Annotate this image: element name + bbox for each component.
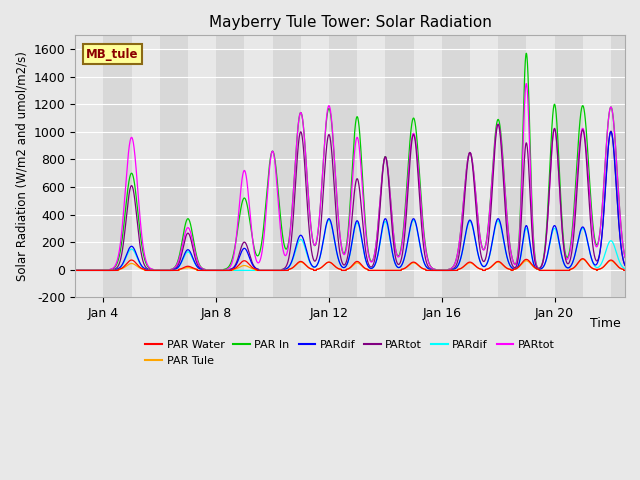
Bar [582, 36, 611, 297]
Bar [216, 36, 244, 297]
Bar [244, 36, 273, 297]
Bar [75, 36, 103, 297]
Bar [498, 36, 526, 297]
Bar [301, 36, 329, 297]
Bar [442, 36, 470, 297]
Bar [329, 36, 357, 297]
Y-axis label: Solar Radiation (W/m2 and umol/m2/s): Solar Radiation (W/m2 and umol/m2/s) [15, 51, 28, 281]
Bar [273, 36, 301, 297]
Bar [526, 36, 554, 297]
X-axis label: Time: Time [590, 317, 621, 330]
Bar [470, 36, 498, 297]
Bar [611, 36, 625, 297]
Title: Mayberry Tule Tower: Solar Radiation: Mayberry Tule Tower: Solar Radiation [209, 15, 492, 30]
Bar [554, 36, 582, 297]
Bar [132, 36, 160, 297]
Legend: PAR Water, PAR Tule, PAR In, PARdif, PARtot, PARdif, PARtot: PAR Water, PAR Tule, PAR In, PARdif, PAR… [141, 336, 559, 370]
Bar [188, 36, 216, 297]
Bar [103, 36, 132, 297]
Bar [160, 36, 188, 297]
Text: MB_tule: MB_tule [86, 48, 139, 60]
Bar [413, 36, 442, 297]
Bar [357, 36, 385, 297]
Bar [385, 36, 413, 297]
